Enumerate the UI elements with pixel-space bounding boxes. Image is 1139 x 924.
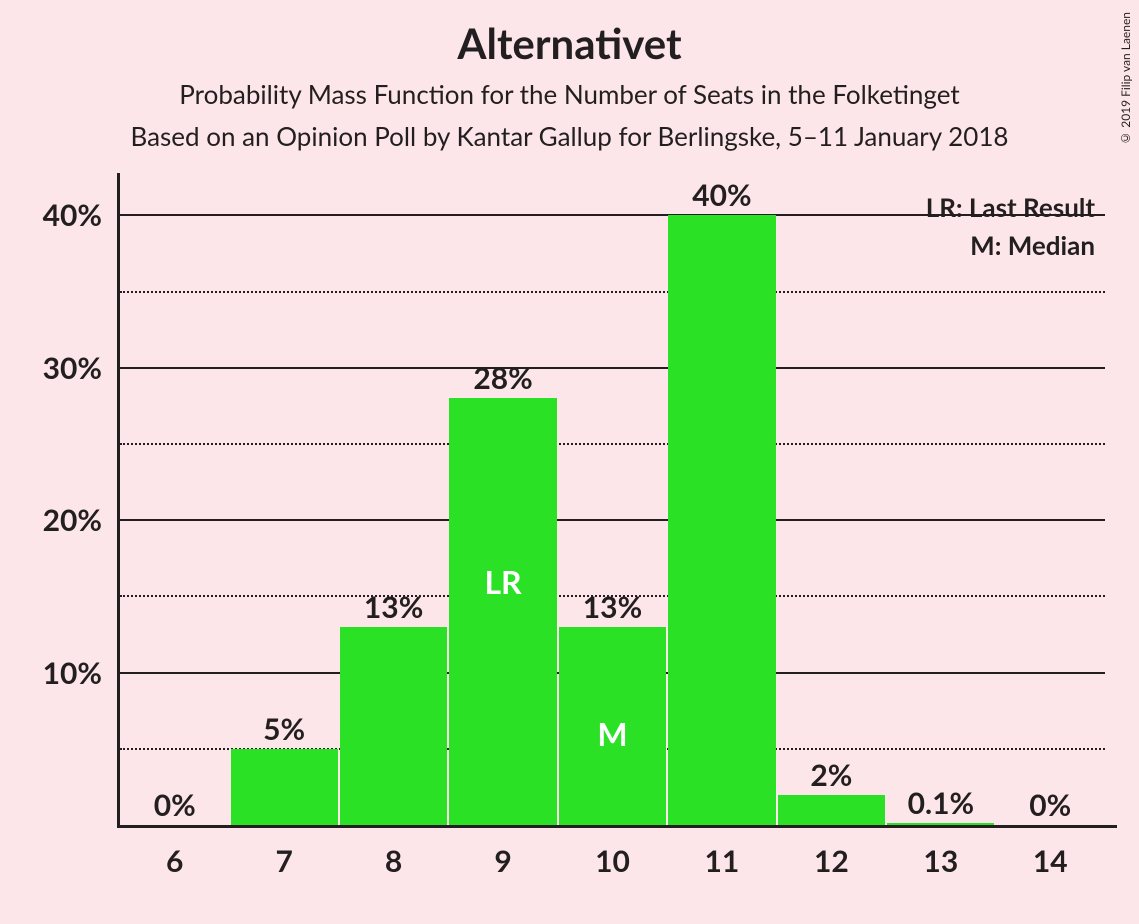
y-tick-label: 20% <box>2 502 102 538</box>
x-tick-label: 10 <box>558 843 667 879</box>
y-axis <box>117 173 120 828</box>
grid-minor <box>120 291 1105 293</box>
bar-overlay-label: LR <box>448 562 557 601</box>
legend-m: M: Median <box>970 229 1095 261</box>
bar-value-label: 2% <box>777 757 886 793</box>
grid-minor <box>120 443 1105 445</box>
x-tick-label: 7 <box>229 843 338 879</box>
bar <box>668 215 775 825</box>
x-tick-label: 6 <box>120 843 229 879</box>
chart-subtitle-2: Based on an Opinion Poll by Kantar Gallu… <box>0 120 1139 152</box>
x-tick-label: 11 <box>667 843 776 879</box>
y-tick-label: 40% <box>2 197 102 233</box>
x-tick-label: 9 <box>448 843 557 879</box>
x-tick-label: 8 <box>339 843 448 879</box>
copyright-text: © 2019 Filip van Laenen <box>1118 12 1133 146</box>
grid-major <box>120 519 1105 521</box>
bar-overlay-label: M <box>558 714 667 753</box>
legend-lr: LR: Last Result <box>926 191 1095 223</box>
x-tick-label: 14 <box>996 843 1105 879</box>
bar-value-label: 40% <box>667 177 776 213</box>
bar <box>340 627 447 825</box>
x-axis <box>117 825 1117 828</box>
bar-value-label: 28% <box>448 360 557 396</box>
x-tick-label: 12 <box>777 843 886 879</box>
chart-title: Alternativet <box>0 18 1139 68</box>
bar-value-label: 0% <box>996 787 1105 823</box>
y-tick-label: 30% <box>2 350 102 386</box>
x-tick-label: 13 <box>886 843 995 879</box>
y-tick-label: 10% <box>2 655 102 691</box>
bar-value-label: 5% <box>229 711 338 747</box>
grid-major <box>120 367 1105 369</box>
bar-value-label: 13% <box>558 589 667 625</box>
chart-container: Alternativet Probability Mass Function f… <box>0 0 1139 924</box>
bar <box>231 749 338 825</box>
bar-value-label: 0% <box>120 787 229 823</box>
bar-value-label: 0.1% <box>886 785 995 821</box>
bar <box>778 795 885 825</box>
bar <box>449 398 556 825</box>
bar-value-label: 13% <box>339 589 448 625</box>
chart-subtitle-1: Probability Mass Function for the Number… <box>0 78 1139 110</box>
plot-area: 10%20%30%40%0%65%713%828%913%1040%112%12… <box>120 185 1105 825</box>
